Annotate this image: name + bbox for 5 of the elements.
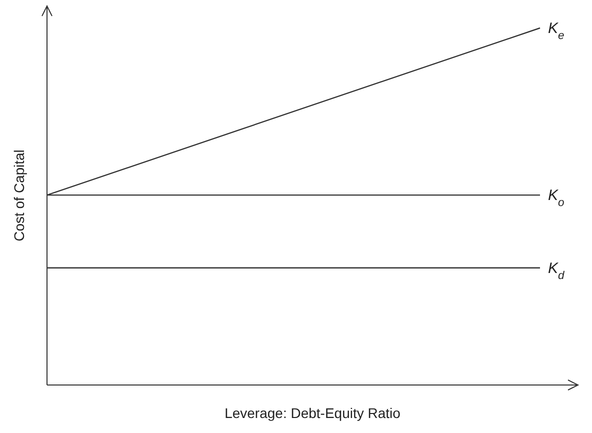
series-label: K$_{d}$ [548, 260, 566, 282]
x-axis-title: Leverage: Debt-Equity Ratio [224, 405, 401, 421]
series-label: K$_{o}$ [548, 187, 564, 210]
series-label: K$_{e}$ [548, 20, 564, 42]
y-axis-title: Cost of Capital [11, 150, 27, 242]
